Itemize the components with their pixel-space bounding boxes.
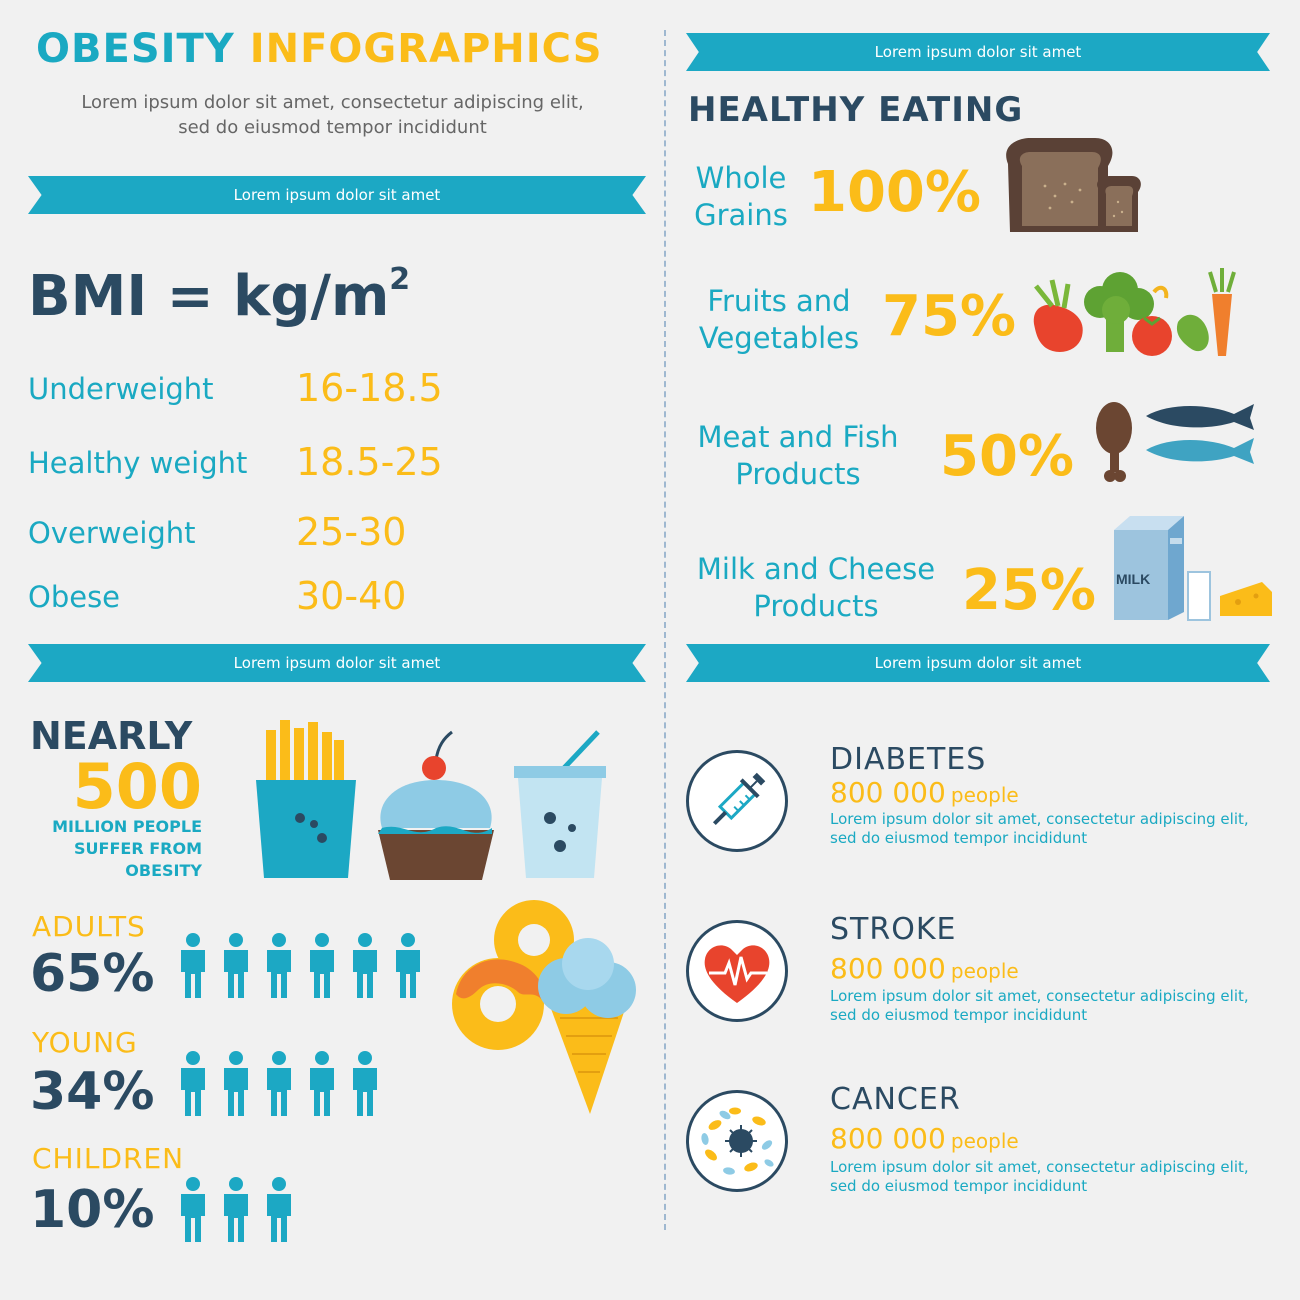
- group-percent-adults: 65%: [30, 944, 155, 1004]
- cancer-cells-icon: [686, 1090, 788, 1192]
- ribbon-banner-mid-right: Lorem ipsum dolor sit amet: [686, 644, 1270, 682]
- bmi-formula: BMI = kg/m2: [28, 262, 411, 329]
- disease-name-stroke: STROKE: [830, 912, 957, 947]
- bmi-label-obese: Obese: [28, 580, 121, 614]
- ribbon-banner-mid-left: Lorem ipsum dolor sit amet: [28, 644, 646, 682]
- bmi-value-healthy: 18.5-25: [296, 440, 443, 484]
- meat-fish-icon: [1096, 402, 1254, 482]
- bmi-value-obese: 30-40: [296, 574, 407, 618]
- food-label-grains: Whole Grains: [694, 161, 788, 232]
- person-icon: [181, 933, 205, 998]
- disease-desc-cancer: Lorem ipsum dolor sit amet, consectetur …: [830, 1158, 1249, 1195]
- disease-count-cancer: 800 000 people: [830, 1122, 1019, 1155]
- bmi-value-overweight: 25-30: [296, 510, 407, 554]
- donuts-icecream-icon: [452, 900, 636, 1114]
- ribbon-banner-top-right: Lorem ipsum dolor sit amet: [686, 33, 1270, 71]
- milk-cheese-icon: MILK: [1114, 516, 1272, 621]
- person-icon: [353, 933, 378, 998]
- nearly-label: NEARLY: [30, 714, 193, 758]
- healthy-eating-title: HEALTHY EATING: [688, 90, 1024, 130]
- nearly-line1: MILLION PEOPLE: [52, 817, 202, 836]
- person-icon: [310, 1051, 335, 1116]
- food-percent-meat: 50%: [940, 424, 1075, 489]
- ribbon-banner-top-left: Lorem ipsum dolor sit amet: [28, 176, 646, 214]
- disease-desc-stroke: Lorem ipsum dolor sit amet, consectetur …: [830, 987, 1249, 1024]
- bmi-value-underweight: 16-18.5: [296, 366, 443, 410]
- bmi-label-underweight: Underweight: [28, 372, 214, 406]
- food-percent-fruits: 75%: [882, 284, 1017, 349]
- person-icon: [310, 933, 335, 998]
- group-percent-children: 10%: [30, 1180, 155, 1240]
- column-divider: [664, 30, 666, 1230]
- people-row-children: [178, 1176, 302, 1246]
- person-icon: [181, 1051, 205, 1116]
- food-percent-grains: 100%: [808, 160, 982, 225]
- group-label-adults: ADULTS: [32, 910, 146, 943]
- french-fries-icon: [256, 720, 356, 878]
- nearly-line2: SUFFER FROM: [74, 839, 202, 858]
- bmi-label-overweight: Overweight: [28, 516, 196, 550]
- milk-carton-label: MILK: [1116, 571, 1150, 587]
- page-title: OBESITY INFOGRAPHICS: [36, 26, 603, 72]
- person-icon: [267, 933, 292, 998]
- heart-pulse-icon: [686, 920, 788, 1022]
- page-subtitle: Lorem ipsum dolor sit amet, consectetur …: [81, 92, 584, 138]
- person-icon: [267, 1051, 292, 1116]
- disease-count-stroke: 800 000 people: [830, 952, 1019, 985]
- bmi-label-healthy: Healthy weight: [28, 446, 248, 480]
- cupcake-icon: [378, 730, 494, 880]
- food-label-meat: Meat and Fish Products: [697, 420, 899, 491]
- people-row-adults: [178, 932, 431, 1002]
- bread-icon: [1006, 138, 1141, 232]
- soda-cup-icon: [514, 730, 606, 878]
- person-icon: [224, 1177, 249, 1242]
- disease-name-diabetes: DIABETES: [830, 742, 987, 777]
- food-percent-milk: 25%: [962, 558, 1097, 623]
- person-icon: [353, 1051, 378, 1116]
- disease-count-diabetes: 800 000 people: [830, 776, 1019, 809]
- title-obesity: OBESITY: [36, 26, 235, 72]
- title-infographics: INFOGRAPHICS: [249, 26, 603, 72]
- nearly-number: 500: [72, 750, 202, 823]
- group-label-young: YOUNG: [32, 1026, 138, 1059]
- group-percent-young: 34%: [30, 1062, 155, 1122]
- food-label-milk: Milk and Cheese Products: [696, 552, 936, 623]
- nearly-block: NEARLY 500 MILLION PEOPLE SUFFER FROM OB…: [30, 714, 202, 882]
- group-label-children: CHILDREN: [32, 1142, 185, 1175]
- disease-name-cancer: CANCER: [830, 1082, 961, 1117]
- nearly-line3: OBESITY: [125, 861, 202, 880]
- food-label-fruits: Fruits and Vegetables: [698, 284, 860, 355]
- person-icon: [224, 1051, 249, 1116]
- syringe-icon: [686, 750, 788, 852]
- person-icon: [267, 1177, 292, 1242]
- vegetables-icon: [1033, 268, 1236, 356]
- people-row-young: [178, 1050, 388, 1120]
- disease-desc-diabetes: Lorem ipsum dolor sit amet, consectetur …: [830, 810, 1249, 847]
- person-icon: [181, 1177, 205, 1242]
- person-icon: [224, 933, 249, 998]
- person-icon: [396, 933, 421, 998]
